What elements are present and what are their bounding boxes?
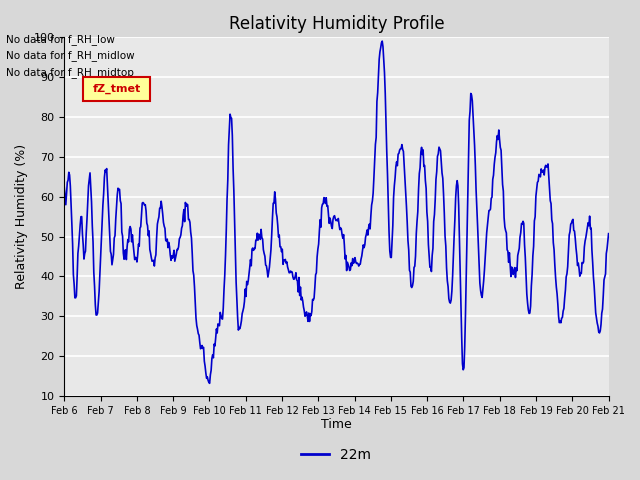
Text: No data for f_RH_midtop: No data for f_RH_midtop	[6, 67, 134, 78]
Text: fZ_tmet: fZ_tmet	[93, 84, 141, 94]
X-axis label: Time: Time	[321, 419, 352, 432]
Title: Relativity Humidity Profile: Relativity Humidity Profile	[228, 15, 444, 33]
Text: No data for f_RH_midlow: No data for f_RH_midlow	[6, 50, 135, 61]
Legend: 22m: 22m	[296, 443, 377, 468]
Text: No data for f_RH_low: No data for f_RH_low	[6, 34, 115, 45]
Y-axis label: Relativity Humidity (%): Relativity Humidity (%)	[15, 144, 28, 289]
